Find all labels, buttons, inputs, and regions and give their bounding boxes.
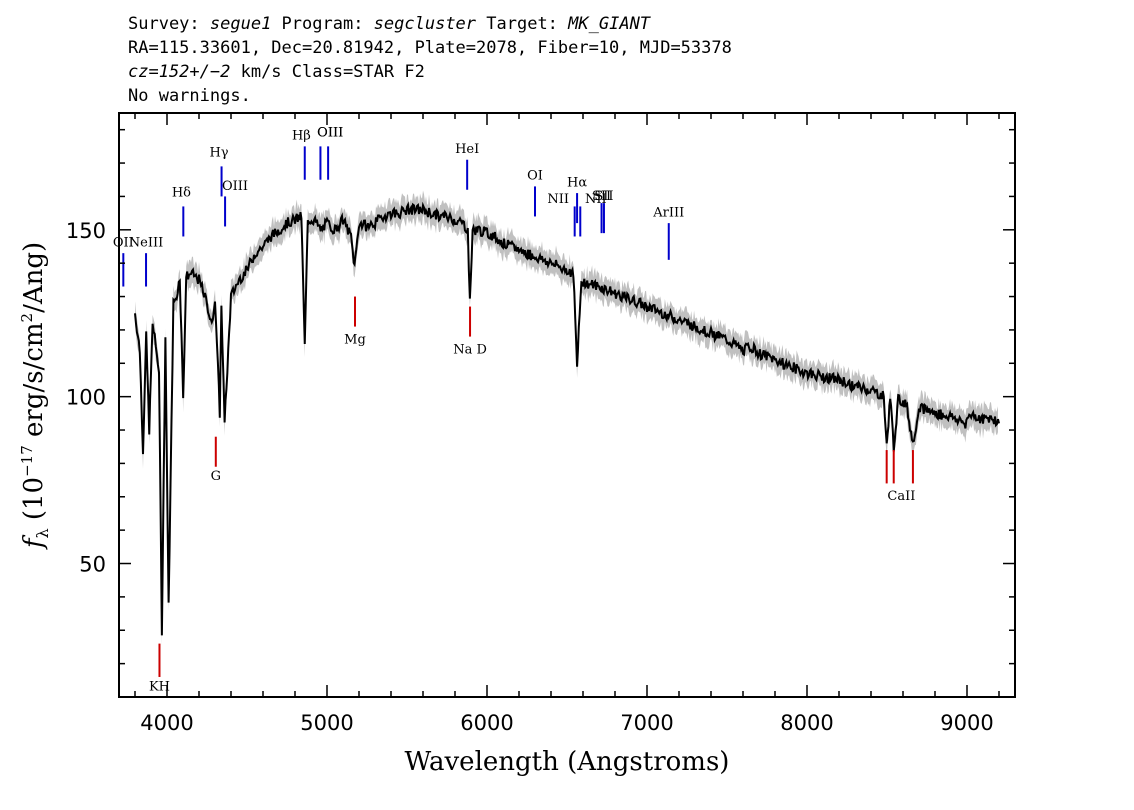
plot-layer	[134, 190, 1000, 647]
line-label: NII	[547, 192, 569, 207]
header-segment: segcluster	[373, 14, 477, 34]
line-label: OIII	[317, 125, 343, 140]
x-axis-label: Wavelength (Angstroms)	[405, 747, 730, 777]
class-text: km/s Class=STAR F2	[230, 62, 425, 82]
line-label: Hδ	[172, 185, 191, 200]
line-label: CaII	[887, 489, 915, 504]
line-label: Na D	[453, 342, 487, 357]
line-label: Hα	[567, 175, 587, 190]
line-label: KH	[149, 679, 170, 694]
x-tick-label: 7000	[620, 711, 673, 735]
x-tick-label: 5000	[300, 711, 353, 735]
y-tick-label: 100	[66, 386, 106, 410]
x-tick-label: 9000	[940, 711, 993, 735]
header-line-1: Survey: segue1 Program: segcluster Targe…	[128, 14, 650, 34]
line-label: Mg	[344, 332, 366, 347]
header-segment: segue1	[209, 14, 272, 34]
line-label: SII	[592, 189, 611, 204]
error-band	[135, 190, 998, 647]
line-label: OIII	[317, 125, 343, 140]
y-tick-label: 50	[79, 553, 106, 577]
line-label: HeI	[455, 142, 479, 157]
header-line-3: cz=152+/−2 km/s Class=STAR F2	[128, 62, 425, 82]
redshift-value: cz=152+/−2	[128, 62, 231, 82]
header-segment: Survey:	[128, 14, 210, 34]
line-label: OI	[527, 169, 543, 184]
line-label: NeIII	[129, 235, 163, 250]
header-line-2: RA=115.33601, Dec=20.81942, Plate=2078, …	[128, 38, 732, 58]
line-label: G	[211, 469, 221, 484]
line-label: OIII	[222, 179, 248, 194]
x-tick-label: 6000	[460, 711, 513, 735]
plot-frame	[118, 112, 1016, 698]
header-segment: Target:	[476, 14, 569, 34]
x-tick-label: 4000	[140, 711, 193, 735]
header-segment: MK_GIANT	[568, 14, 651, 34]
y-axis-label: fλ (10−17 erg/s/cm2/Ang)	[18, 242, 52, 550]
line-label: Hγ	[209, 145, 228, 160]
y-tick-label: 150	[66, 219, 106, 243]
line-label: SII	[594, 189, 613, 204]
header-line-4: No warnings.	[128, 86, 251, 106]
line-label: Hβ	[292, 129, 311, 144]
x-tick-label: 8000	[780, 711, 833, 735]
line-label: ArIII	[652, 205, 684, 220]
spectrum-line	[134, 201, 1000, 636]
ticks-layer: 4000 5000 6000 7000 8000 9000 50 100 150	[66, 113, 1015, 735]
header-segment: Program:	[271, 14, 374, 34]
